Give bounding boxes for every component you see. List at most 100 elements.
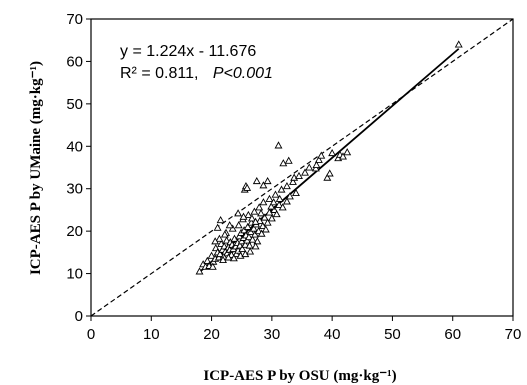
plot-frame <box>90 18 514 317</box>
p-value-annotation: P<0.001 <box>213 65 273 82</box>
data-point <box>285 192 294 200</box>
plot-area <box>90 18 514 317</box>
y-tick-label: 50 <box>66 96 83 113</box>
data-point <box>220 230 229 238</box>
y-axis-title: ICP-AES P by UMaine (mg·kg⁻¹) <box>28 61 44 275</box>
axes-layer: 0 10 20 30 40 50 60 70 0 10 20 30 40 50 60 70 <box>66 11 521 343</box>
data-point <box>243 183 252 191</box>
x-tick-label: 40 <box>324 326 341 343</box>
x-tick-label: 70 <box>505 326 522 343</box>
data-point <box>270 205 279 213</box>
data-point <box>235 232 244 240</box>
data-point <box>241 240 250 248</box>
data-point <box>278 203 287 211</box>
data-point <box>288 177 297 185</box>
data-point <box>208 262 217 270</box>
data-points-layer <box>195 40 463 275</box>
data-point <box>259 198 268 206</box>
x-tick-label: 50 <box>384 326 401 343</box>
y-tick-label: 0 <box>75 308 83 325</box>
x-tick-label: 60 <box>444 326 461 343</box>
r-squared-and-p-annotation: R² = 0.811, P<0.001 <box>120 65 273 82</box>
data-point <box>257 209 265 217</box>
data-point <box>225 221 234 229</box>
data-point <box>215 234 224 242</box>
data-point <box>244 232 253 241</box>
data-point <box>257 229 266 237</box>
data-point <box>203 256 212 264</box>
data-point <box>238 244 247 252</box>
y-tick-label: 30 <box>66 181 83 198</box>
y-tick-label: 10 <box>66 266 83 283</box>
data-point <box>234 221 243 229</box>
data-point <box>251 242 260 250</box>
data-point <box>244 210 253 219</box>
data-point <box>271 190 280 198</box>
data-point <box>211 237 220 245</box>
data-point <box>267 214 276 222</box>
data-point <box>234 209 243 217</box>
data-point <box>220 242 229 250</box>
data-point <box>249 224 258 232</box>
data-point <box>295 171 303 179</box>
data-point <box>305 163 314 171</box>
data-point <box>251 217 260 225</box>
data-point <box>216 249 224 258</box>
data-point <box>207 251 216 259</box>
data-point <box>314 155 323 163</box>
y-tick-label: 40 <box>66 138 83 155</box>
y-tick-label: 70 <box>66 11 83 28</box>
data-point <box>267 202 276 210</box>
data-point <box>252 176 261 185</box>
data-point <box>224 253 233 261</box>
data-point <box>275 200 284 208</box>
data-point <box>240 226 249 234</box>
data-point <box>325 169 334 177</box>
data-point <box>219 255 227 264</box>
data-point <box>454 40 463 48</box>
data-point <box>245 241 254 249</box>
data-point <box>246 227 255 236</box>
data-point <box>243 236 252 244</box>
data-point <box>312 160 321 168</box>
x-tick-label: 0 <box>87 326 95 343</box>
data-point <box>282 197 291 205</box>
data-point <box>339 152 347 160</box>
data-point <box>243 222 252 230</box>
data-point <box>247 214 256 222</box>
data-point <box>232 249 241 258</box>
data-point <box>275 194 284 202</box>
data-point <box>222 236 231 244</box>
data-point <box>259 181 268 189</box>
data-point <box>213 223 222 231</box>
data-point <box>195 267 204 275</box>
data-point <box>328 148 337 157</box>
data-point <box>269 198 278 206</box>
data-point <box>253 237 262 245</box>
data-point <box>279 159 288 167</box>
data-point <box>248 235 257 243</box>
data-point <box>274 141 283 149</box>
data-point <box>311 164 320 172</box>
reference-line-layer <box>90 18 514 317</box>
data-point <box>239 212 248 220</box>
data-point <box>261 225 270 233</box>
r-squared-annotation: R² = 0.811, <box>120 65 198 82</box>
data-point <box>228 224 237 232</box>
data-point <box>260 213 269 221</box>
data-point <box>251 230 259 238</box>
one-to-one-reference-line <box>90 18 514 317</box>
data-point <box>277 185 286 193</box>
x-tick-label: 20 <box>203 326 220 343</box>
y-tick-label: 60 <box>66 53 83 70</box>
data-point <box>216 215 225 224</box>
data-point <box>301 168 309 176</box>
regression-equation: y = 1.224x - 11.676 <box>120 43 256 60</box>
data-point <box>255 203 264 211</box>
data-point <box>237 237 246 245</box>
data-point <box>263 218 272 226</box>
x-axis-title: ICP-AES P by OSU (mg·kg⁻¹) <box>203 368 396 384</box>
x-tick-label: 30 <box>264 326 281 343</box>
data-point <box>265 194 274 202</box>
